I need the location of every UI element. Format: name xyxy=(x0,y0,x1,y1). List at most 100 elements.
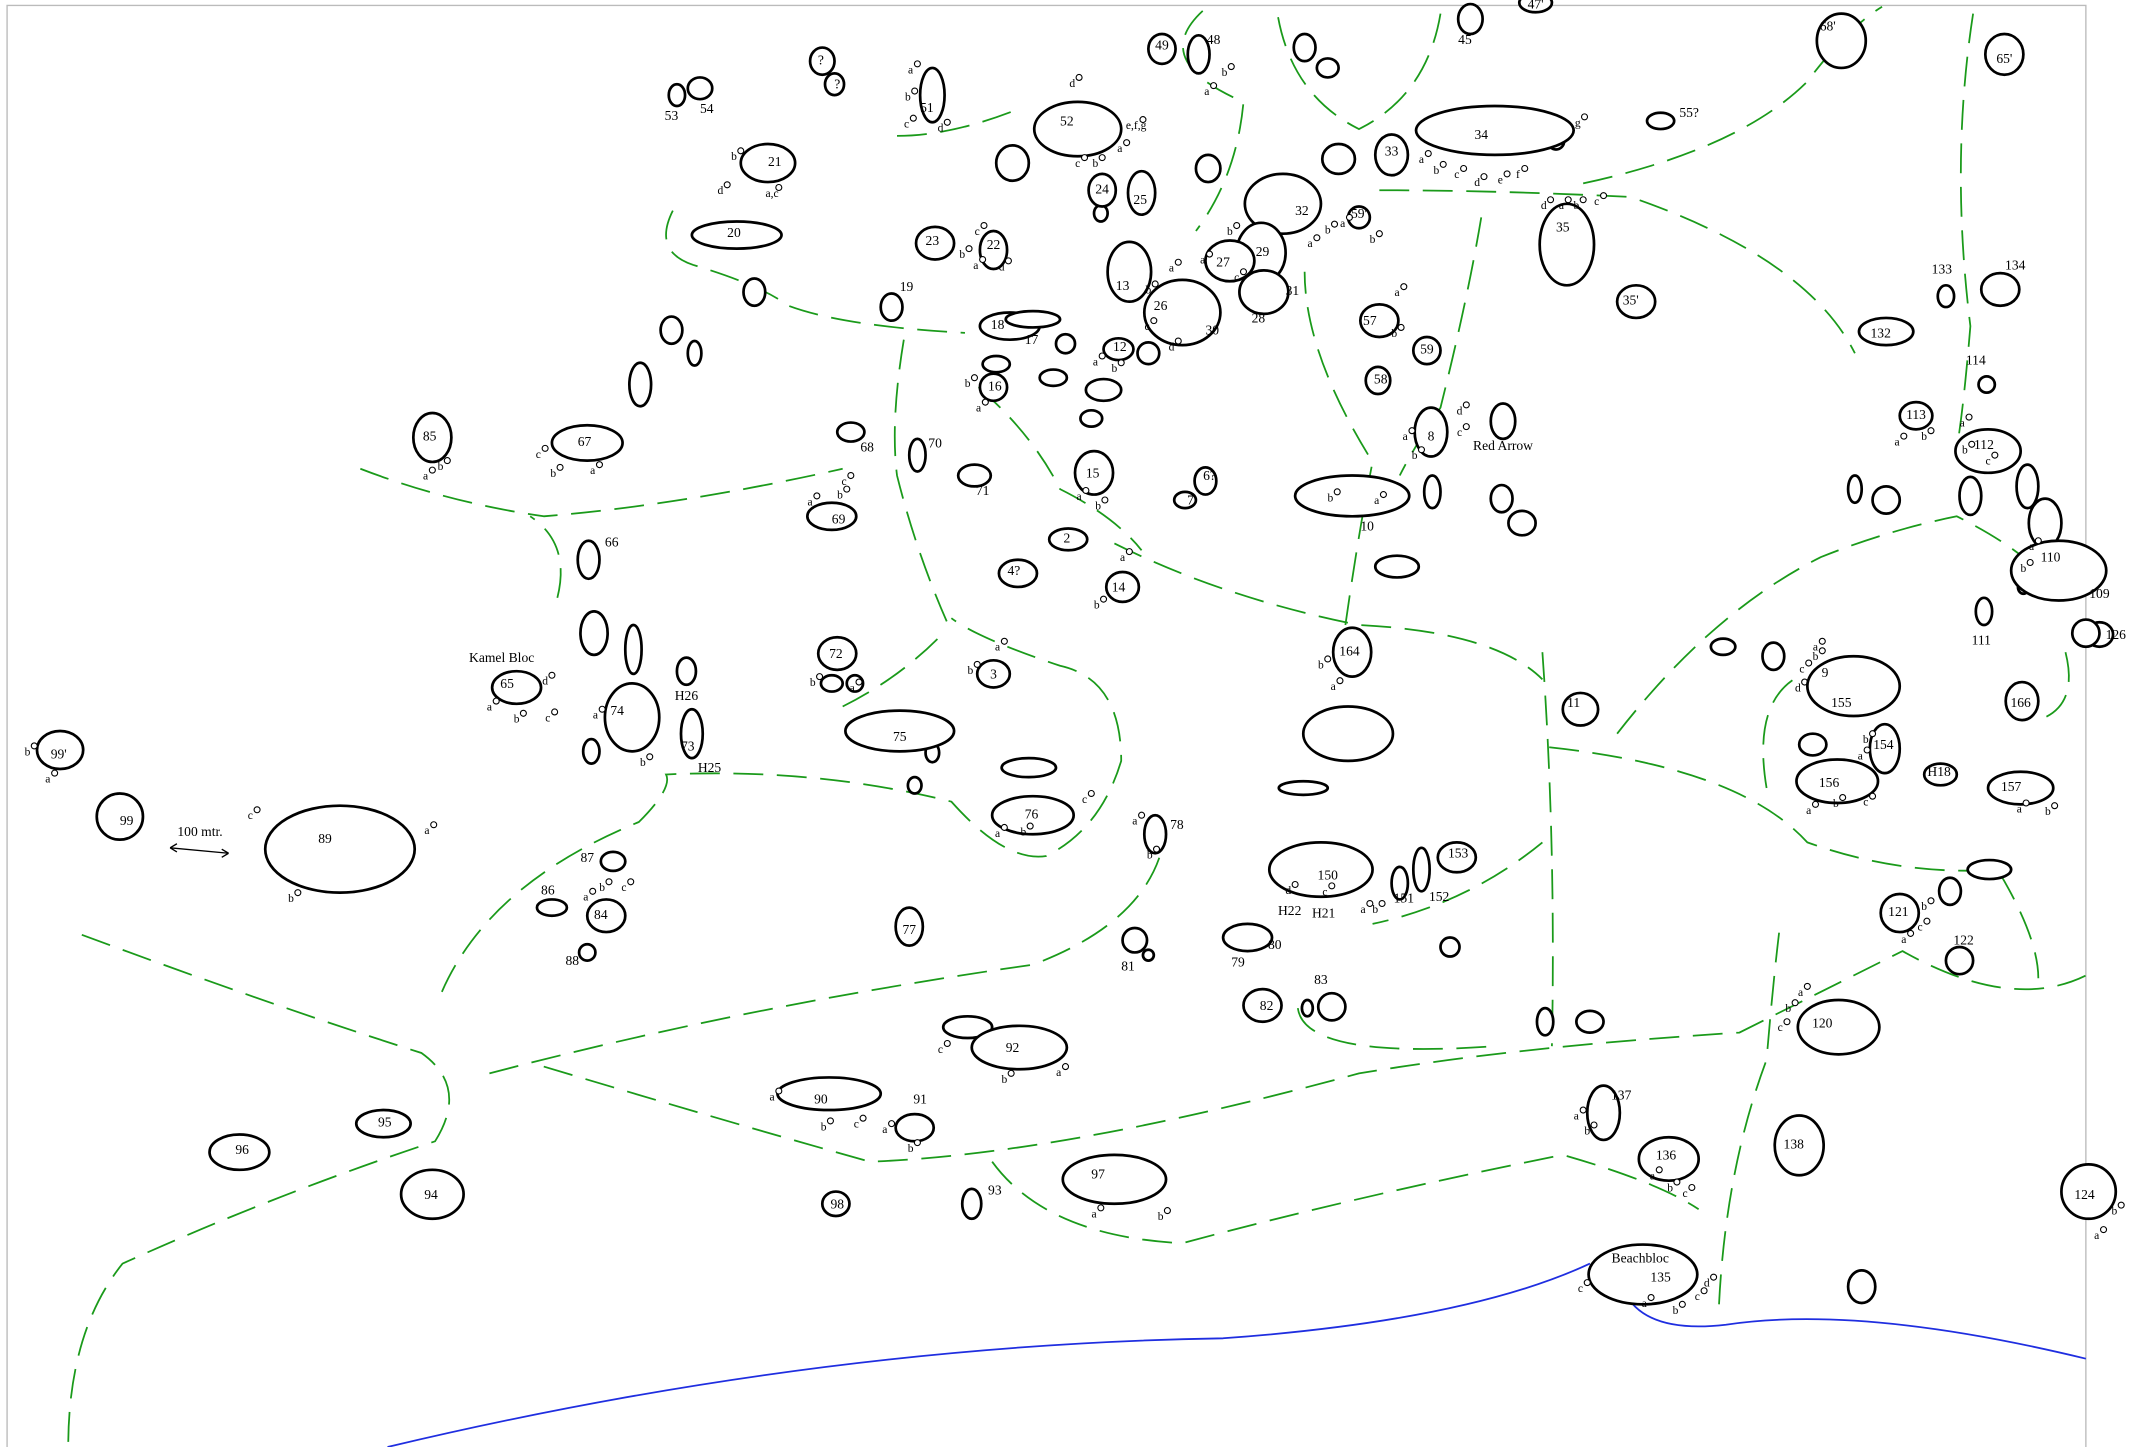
problem-letter: a xyxy=(1894,437,1899,449)
boulder-label: 136 xyxy=(1656,1147,1677,1162)
boulder-outline xyxy=(894,906,925,948)
problem-start xyxy=(1439,160,1447,168)
problem-start xyxy=(2022,799,2030,807)
boulder-outline xyxy=(981,354,1012,374)
boulder-outline xyxy=(1238,269,1290,316)
boulder-label: 135 xyxy=(1650,1270,1671,1285)
problem-start xyxy=(1291,880,1299,889)
boulder-outline xyxy=(820,1190,851,1218)
boulder-outline xyxy=(628,361,653,408)
problem-start xyxy=(1462,423,1470,431)
problem-letter: b xyxy=(1158,1211,1164,1223)
boulder-outline xyxy=(690,220,783,250)
boulder-outline xyxy=(894,1112,936,1143)
problem-start xyxy=(1087,789,1095,798)
problem-letter: c xyxy=(1457,427,1462,439)
problem-letter: b xyxy=(1921,431,1927,443)
problem-start xyxy=(913,1139,921,1147)
problem-letter: c xyxy=(1695,1291,1700,1303)
problem-letter: c xyxy=(1075,158,1080,170)
problem-start xyxy=(1907,929,1915,937)
problem-start xyxy=(1811,800,1820,808)
boulder-outline xyxy=(399,1168,465,1221)
boulder-outline xyxy=(1194,153,1222,184)
boulder-label: 90 xyxy=(814,1092,828,1107)
problem-letter: b xyxy=(1227,226,1233,238)
problem-start xyxy=(1678,1300,1686,1308)
problem-start xyxy=(1227,63,1235,71)
problem-start xyxy=(1968,440,1976,448)
boulder-outline xyxy=(1277,779,1330,797)
boulder-outline xyxy=(739,142,797,184)
boulder-outline xyxy=(844,709,956,753)
problem-letter: e xyxy=(1498,174,1503,186)
boulder-outline xyxy=(742,277,767,308)
problem-start xyxy=(1503,170,1511,178)
problem-start xyxy=(1424,149,1432,158)
boulder-outline xyxy=(994,144,1031,183)
problem-letter: c xyxy=(1454,169,1459,181)
boulder-outline xyxy=(623,623,643,676)
problem-start xyxy=(1379,491,1387,499)
boulder-label: 10 xyxy=(1360,518,1374,533)
boulder-outline xyxy=(1796,998,1881,1056)
problem-start xyxy=(2026,558,2034,567)
problem-letter: a xyxy=(1813,642,1818,654)
boulder-label: 66 xyxy=(605,535,619,550)
problem-start xyxy=(1313,234,1321,242)
boulder-label: 34 xyxy=(1474,127,1488,142)
problem-letter: d xyxy=(1795,682,1801,694)
boulder-label: 85 xyxy=(423,429,437,444)
problem-letter: c xyxy=(1985,456,1990,468)
problem-start xyxy=(646,753,654,761)
boulder-outline xyxy=(1104,570,1141,604)
boulder-label: 49 xyxy=(1155,37,1169,52)
boulder-outline xyxy=(1535,1006,1555,1037)
problem-start xyxy=(556,463,564,471)
problem-start xyxy=(775,1087,783,1095)
problem-start xyxy=(1233,222,1241,230)
boulder-label: 124 xyxy=(2074,1187,2095,1202)
boulder-label: 91 xyxy=(913,1092,927,1107)
boulder-outline xyxy=(1846,1269,1877,1305)
problem-start xyxy=(1174,337,1182,345)
problem-start xyxy=(551,708,559,716)
problem-letter: d xyxy=(1069,78,1075,90)
boulder-label: 166 xyxy=(2010,695,2031,710)
problem-start xyxy=(1700,1287,1708,1295)
problem-letter: a xyxy=(1650,1170,1655,1182)
problem-start xyxy=(1579,1106,1587,1114)
problem-letter: d xyxy=(542,676,548,688)
boulder-label: 126 xyxy=(2106,627,2127,642)
problem-start xyxy=(888,1120,896,1128)
boulder-label: 69 xyxy=(832,511,846,526)
boulder-outline xyxy=(1954,427,2023,475)
problem-start xyxy=(1839,794,1847,802)
problem-start xyxy=(1400,283,1408,291)
problem-letter: f xyxy=(1516,169,1520,181)
boulder-label: H18 xyxy=(1927,764,1951,779)
problem-letter: b xyxy=(1391,328,1397,340)
problem-start xyxy=(1818,637,1826,645)
boulder-label: ? xyxy=(834,77,840,92)
boulder-label: 112 xyxy=(1974,437,1994,452)
problem-start xyxy=(1803,982,1811,990)
problem-letter: c xyxy=(1682,1188,1687,1200)
boulder-outline xyxy=(1242,987,1283,1024)
boulder-label: 156 xyxy=(1819,775,1840,790)
problem-letter: c xyxy=(1322,886,1327,898)
boulder-label: 72 xyxy=(829,646,843,661)
problem-letter: a xyxy=(1960,418,1965,430)
boulder-label: 73 xyxy=(681,738,695,753)
problem-letter: b xyxy=(1222,67,1228,79)
problem-start xyxy=(1408,427,1416,435)
boulder-outline xyxy=(1615,283,1657,320)
problem-letter: c xyxy=(975,226,980,238)
boulder-outline xyxy=(823,72,846,97)
boulder-outline xyxy=(1645,111,1676,131)
problem-letter: a xyxy=(850,682,855,694)
boulder-outline xyxy=(1315,57,1340,79)
problem-start xyxy=(775,183,783,192)
problem-start xyxy=(1375,230,1383,238)
